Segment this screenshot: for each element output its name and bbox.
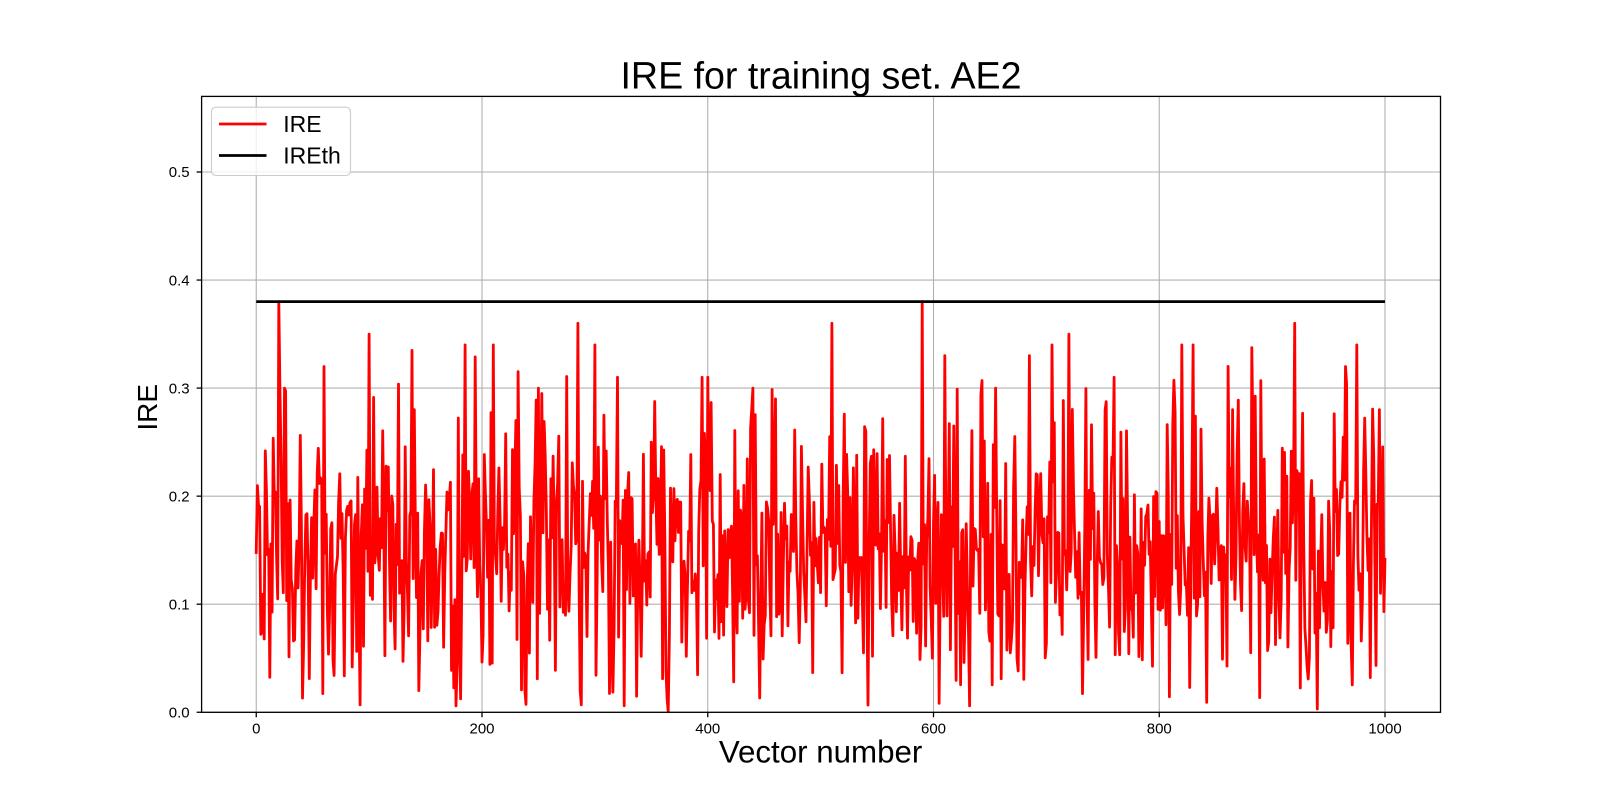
svg-text:0.0: 0.0 <box>169 704 190 721</box>
svg-text:200: 200 <box>469 721 494 738</box>
svg-text:600: 600 <box>921 721 946 738</box>
svg-text:0.4: 0.4 <box>169 272 190 289</box>
svg-text:0.5: 0.5 <box>169 164 190 181</box>
svg-text:0.3: 0.3 <box>169 380 190 397</box>
svg-text:IRE: IRE <box>283 111 321 137</box>
svg-text:Vector number: Vector number <box>719 735 923 770</box>
svg-text:IRE for training set. AE2: IRE for training set. AE2 <box>620 54 1021 96</box>
svg-text:0.2: 0.2 <box>169 488 190 505</box>
svg-text:1000: 1000 <box>1368 721 1401 738</box>
svg-text:IRE: IRE <box>132 384 163 431</box>
svg-text:IREth: IREth <box>283 142 341 168</box>
svg-text:800: 800 <box>1147 721 1172 738</box>
svg-text:0.1: 0.1 <box>169 596 190 613</box>
svg-text:400: 400 <box>695 721 720 738</box>
svg-text:0: 0 <box>252 721 260 738</box>
